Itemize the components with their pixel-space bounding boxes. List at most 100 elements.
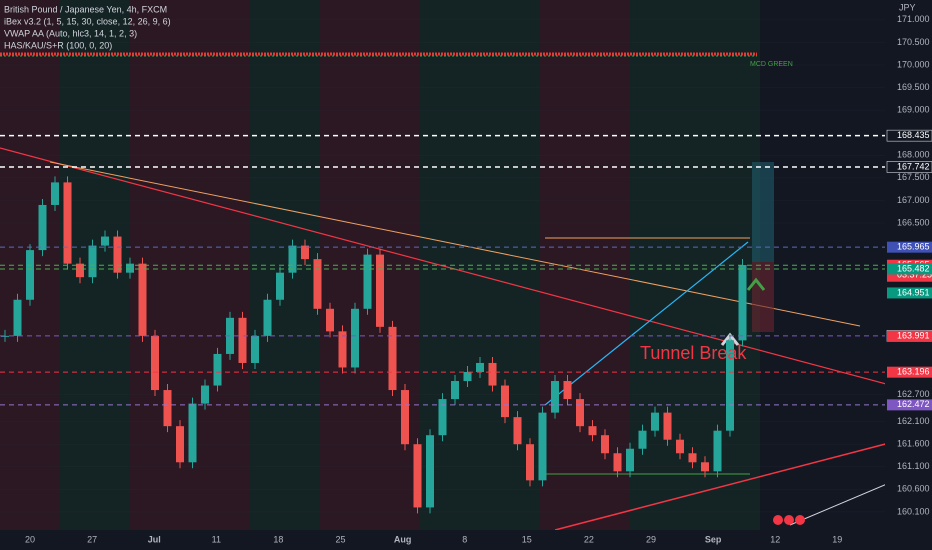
candle xyxy=(426,435,434,508)
price-tag xyxy=(887,241,932,253)
price-tag xyxy=(886,161,932,173)
trend-line xyxy=(49,161,861,327)
price-tag-label: 167.742 xyxy=(897,161,930,171)
price-tag xyxy=(887,366,932,378)
x-tick-label: 29 xyxy=(646,534,656,544)
indicator: HAS/KAU/S+R (100, 0, 20) xyxy=(4,40,112,50)
candle xyxy=(351,308,359,368)
y-tick-label: 167.500 xyxy=(897,172,930,182)
candle xyxy=(401,390,409,445)
candle xyxy=(451,381,459,400)
candle xyxy=(263,299,272,336)
countdown: 03:37:25 xyxy=(897,270,932,280)
price-tag-label: 168.435 xyxy=(897,130,930,140)
candle xyxy=(413,444,422,508)
candle xyxy=(613,453,622,472)
price-tag xyxy=(887,399,932,411)
y-tick-label: 161.600 xyxy=(897,439,930,449)
candle xyxy=(513,417,522,445)
y-tick-label: 170.500 xyxy=(897,37,930,47)
candle xyxy=(463,371,472,382)
candle xyxy=(538,412,547,481)
indicator: iBex v3.2 (1, 5, 15, 30, close, 12, 26, … xyxy=(4,16,171,26)
annotation: MCD GREEN xyxy=(750,61,793,68)
y-tick-label: 169.500 xyxy=(897,82,930,92)
candle xyxy=(738,265,747,341)
candle xyxy=(501,385,509,418)
flag xyxy=(795,515,805,525)
candle xyxy=(63,182,72,264)
trend-line xyxy=(554,434,921,531)
price-tag-label: 162.472 xyxy=(897,399,930,409)
candle xyxy=(476,362,484,372)
candle xyxy=(26,250,34,300)
candle xyxy=(13,299,22,336)
price-lines xyxy=(0,134,885,406)
candle xyxy=(376,254,384,327)
candle xyxy=(151,335,159,391)
candle xyxy=(626,448,634,472)
y-tick-label: 167.000 xyxy=(897,195,930,205)
price-tag-label: 164.951 xyxy=(897,287,930,297)
candle xyxy=(676,439,684,454)
x-tick-label: Aug xyxy=(394,534,412,544)
candle xyxy=(338,331,347,368)
x-tick-label: 19 xyxy=(832,534,842,544)
y-tick-label: 170.000 xyxy=(897,59,930,69)
candle xyxy=(188,403,197,463)
candle xyxy=(288,245,297,273)
price-tag xyxy=(886,129,932,142)
candle xyxy=(663,412,672,440)
candle xyxy=(51,182,59,205)
candle xyxy=(238,317,247,363)
y-tick-label: 171.000 xyxy=(897,14,930,24)
x-tick-label: 18 xyxy=(273,534,283,544)
y-tick-label: 166.500 xyxy=(897,217,930,227)
candles xyxy=(1,176,747,514)
x-tick-label: 20 xyxy=(25,534,35,544)
y-tick-label: 169.000 xyxy=(897,105,930,115)
candle xyxy=(163,390,172,427)
candle xyxy=(638,430,647,449)
stop-zone xyxy=(752,262,774,332)
y-tick-label: 162.100 xyxy=(897,416,930,426)
price-tag-label: 163.196 xyxy=(897,367,930,377)
candle xyxy=(713,430,722,472)
candle xyxy=(701,462,709,472)
target-zone xyxy=(752,162,774,262)
candle xyxy=(138,263,147,336)
candle xyxy=(651,412,659,431)
flag xyxy=(773,515,783,525)
y-tick-label: 162.700 xyxy=(897,389,930,399)
x-tick-label: Jul xyxy=(148,534,161,544)
candle xyxy=(363,254,372,309)
candle xyxy=(563,381,572,400)
flag xyxy=(784,515,794,525)
y-tick-label: 160.600 xyxy=(897,484,930,494)
candle xyxy=(438,399,447,436)
price-tag-label: 165.482 xyxy=(897,263,930,273)
candle xyxy=(201,385,209,404)
symbol-title: British Pound / Japanese Yen, 4h, FXCM xyxy=(4,4,167,14)
candle xyxy=(576,399,584,427)
x-tick-label: 8 xyxy=(462,534,467,544)
x-tick-label: Sep xyxy=(705,534,722,544)
candle xyxy=(551,381,559,413)
price-tag xyxy=(887,287,932,299)
candle xyxy=(601,435,609,454)
x-tick-label: 27 xyxy=(87,534,97,544)
candle xyxy=(388,326,397,391)
candle xyxy=(251,335,259,363)
candle xyxy=(76,263,84,278)
candle xyxy=(313,259,322,309)
price-tag xyxy=(887,263,932,275)
x-tick-label: 25 xyxy=(335,534,345,544)
candle xyxy=(588,426,597,436)
annotation: Tunnel Break xyxy=(640,343,747,363)
currency: JPY xyxy=(899,2,916,12)
x-tick-label: 11 xyxy=(212,534,221,544)
candle xyxy=(213,353,222,386)
candle xyxy=(38,204,47,251)
